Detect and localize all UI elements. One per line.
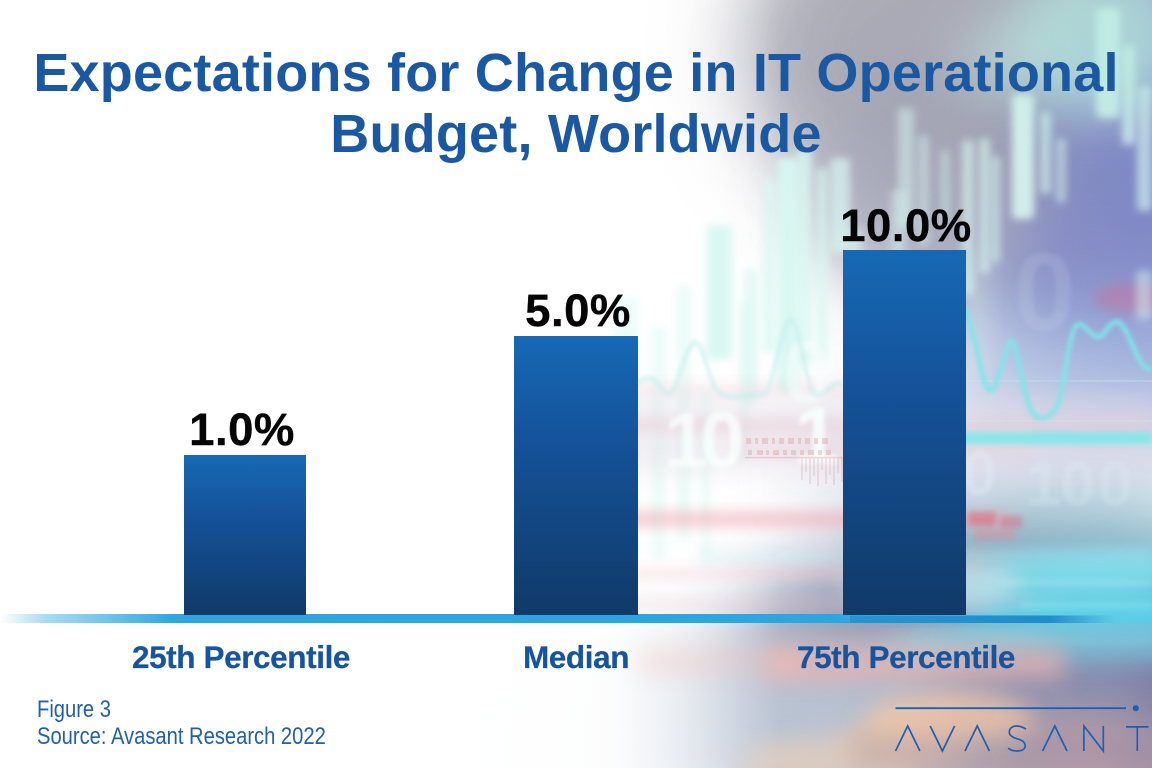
svg-text:0: 0 <box>962 440 996 509</box>
svg-text:0: 0 <box>700 395 745 484</box>
svg-text:1: 1 <box>794 391 840 482</box>
svg-text:10: 10 <box>1026 450 1095 519</box>
svg-text:0: 0 <box>1014 231 1075 354</box>
svg-text:1: 1 <box>664 396 707 484</box>
svg-text:0: 0 <box>1098 450 1132 519</box>
